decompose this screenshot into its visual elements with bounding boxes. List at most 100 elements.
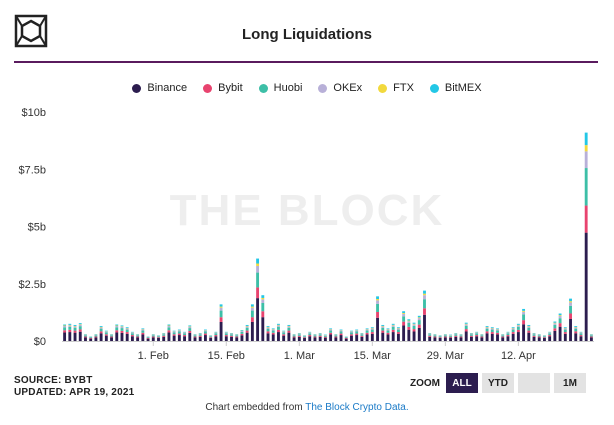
bar-segment-bitmex: [277, 323, 280, 325]
bar-segment-okex: [553, 323, 557, 325]
bar-segment-huobi: [162, 334, 166, 336]
bar-segment-binance: [110, 337, 113, 341]
bar-segment-bybit: [115, 330, 119, 333]
bar-segment-huobi: [449, 335, 452, 337]
bar-segment-binance: [157, 338, 160, 341]
bar-segment-bitmex: [240, 330, 244, 331]
bar-segment-bybit: [339, 333, 343, 336]
bar-segment-huobi: [339, 331, 343, 334]
bar-segment-binance: [177, 335, 181, 341]
bar-segment-okex: [84, 334, 87, 336]
bar-segment-bitmex: [579, 331, 583, 333]
legend-item-okex[interactable]: OKEx: [318, 82, 362, 94]
bar-segment-okex: [167, 326, 171, 328]
legend-item-ftx[interactable]: FTX: [378, 82, 414, 94]
bar-segment-huobi: [151, 335, 155, 337]
bar-segment-okex: [313, 334, 317, 336]
watermark: THE BLOCK: [169, 186, 445, 235]
bar-segment-huobi: [261, 302, 265, 312]
bar-segment-binance: [412, 331, 416, 341]
bar-segment-okex: [287, 326, 291, 328]
bar-segment-binance: [219, 321, 223, 341]
bar-segment-binance: [63, 332, 67, 341]
bar-segment-huobi: [443, 335, 447, 337]
bar-segment-bybit: [282, 334, 286, 336]
bar-segment-bybit: [350, 334, 353, 336]
bar-segment-binance: [120, 332, 124, 341]
bar-segment-bybit: [125, 332, 129, 334]
zoom-ytd-button[interactable]: YTD: [482, 373, 514, 393]
zoom-blank-button[interactable]: [518, 373, 550, 393]
bar-segment-bybit: [506, 335, 510, 337]
bar-segment-binance: [569, 318, 572, 341]
bar-segment-huobi: [193, 335, 197, 337]
bar-segment-huobi: [198, 334, 202, 336]
bar-segment-okex: [240, 331, 244, 332]
bar-segment-okex: [558, 315, 562, 319]
bar-segment-ftx: [412, 323, 416, 325]
bar-segment-binance: [204, 335, 207, 341]
bar-segment-bitmex: [261, 295, 265, 298]
bar-segment-bitmex: [183, 331, 186, 333]
bar-segment-huobi: [365, 330, 369, 333]
bar-segment-bitmex: [553, 321, 557, 323]
bar-segment-bitmex: [287, 324, 291, 326]
bar-segment-bybit: [386, 332, 390, 335]
bar-segment-bybit: [99, 331, 103, 334]
bar-segment-binance: [256, 298, 260, 341]
bar-segment-huobi: [115, 327, 119, 331]
bar-segment-bybit: [104, 334, 108, 336]
embed-link[interactable]: The Block Crypto Data.: [305, 402, 409, 413]
bar-segment-bitmex: [490, 327, 494, 329]
bar-segment-huobi: [125, 329, 129, 333]
bar-segment-bybit: [459, 336, 463, 338]
bar-segment-huobi: [73, 327, 77, 331]
zoom-1m-button[interactable]: 1M: [554, 373, 586, 393]
bar-segment-okex: [151, 334, 155, 336]
bar-segment-okex: [297, 333, 301, 335]
bar-segment-binance: [470, 336, 473, 341]
bar-segment-okex: [125, 328, 129, 330]
bar-segment-bybit: [376, 311, 379, 318]
bar-segment-huobi: [157, 336, 160, 338]
bar-segment-binance: [360, 336, 364, 341]
bar-segment-bybit: [292, 336, 296, 338]
bar-segment-huobi: [527, 327, 531, 331]
bar-segment-binance: [130, 336, 134, 341]
bar-segment-okex: [204, 330, 207, 332]
bar-segment-binance: [558, 326, 562, 341]
bar-segment-huobi: [370, 329, 374, 333]
bar-segment-bitmex: [339, 329, 343, 331]
bar-segment-bybit: [543, 337, 546, 339]
bar-segment-huobi: [141, 330, 145, 333]
bar-segment-binance: [73, 332, 77, 341]
bar-segment-ftx: [417, 317, 421, 319]
bar-segment-huobi: [490, 329, 494, 333]
bar-segment-bitmex: [396, 327, 400, 329]
bar-segment-binance: [209, 338, 213, 341]
legend-item-binance[interactable]: Binance: [132, 82, 187, 94]
bar-segment-bybit: [334, 336, 338, 338]
bar-segment-binance: [334, 337, 338, 341]
bar-segment-bybit: [219, 317, 223, 322]
bar-segment-okex: [230, 333, 233, 335]
bar-segment-bitmex: [506, 331, 510, 333]
bar-segment-binance: [230, 336, 233, 341]
zoom-all-button[interactable]: ALL: [446, 373, 478, 393]
bar-segment-huobi: [303, 336, 306, 338]
bar-segment-bitmex: [558, 313, 562, 316]
bar-segment-binance: [198, 336, 202, 341]
bar-segment-huobi: [360, 334, 364, 336]
bar-segment-bybit: [303, 337, 306, 339]
legend-item-huobi[interactable]: Huobi: [258, 82, 302, 94]
legend-item-bitmex[interactable]: BitMEX: [429, 82, 482, 94]
bar-segment-bybit: [177, 333, 181, 336]
y-tick-label: $7.5b: [18, 164, 46, 176]
legend-item-bybit[interactable]: Bybit: [203, 82, 243, 94]
y-tick-label: $10b: [22, 107, 46, 119]
bar-segment-bybit: [256, 287, 260, 299]
bar-segment-okex: [511, 328, 515, 330]
bar-segment-okex: [480, 334, 484, 336]
bar-segment-huobi: [579, 333, 583, 336]
bar-segment-bitmex: [511, 327, 515, 329]
